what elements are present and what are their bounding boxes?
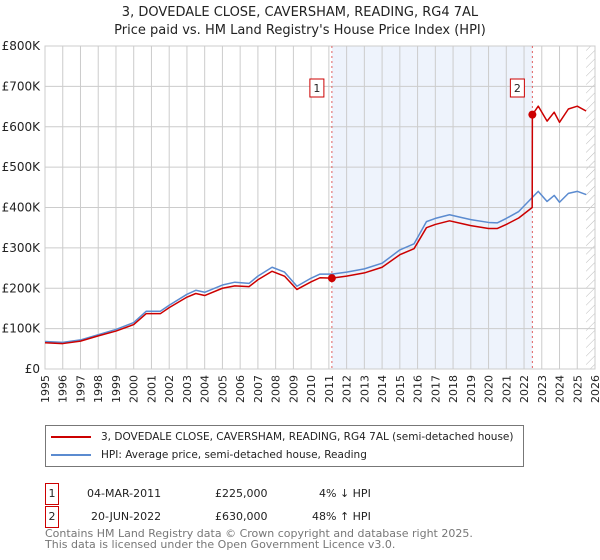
x-tick-label: 2016 (412, 375, 425, 403)
x-tick-label: 1996 (57, 375, 70, 403)
property-price-line (44, 105, 587, 345)
x-tick-label: 2019 (465, 375, 478, 403)
y-tick-label: £600K (2, 120, 42, 134)
footer: Contains HM Land Registry data © Crown c… (45, 528, 473, 550)
legend: 3, DOVEDALE CLOSE, CAVERSHAM, READING, R… (45, 425, 524, 467)
y-tick-label: £100K (2, 322, 42, 336)
x-tick-label: 2002 (163, 375, 176, 403)
x-tick-label: 1998 (92, 375, 105, 403)
sale-label-box (509, 78, 525, 98)
sale-date: 20-JUN-2022 (91, 510, 162, 523)
footer-licence: This data is licensed under the Open Gov… (45, 538, 396, 551)
x-tick-label: 2011 (323, 375, 336, 403)
x-tick-label: 1995 (39, 375, 52, 403)
x-tick-label: 2026 (589, 375, 600, 403)
y-tick-label: £500K (2, 160, 42, 174)
x-tick-label: 2024 (554, 375, 567, 403)
x-tick-label: 1999 (110, 375, 123, 403)
plot-area: 1995 1996 1997 1998 1999 2000 2001 2002 2003 2004… (2, 39, 600, 403)
x-tick-label: 2005 (216, 375, 229, 403)
sale-badge: 1 (45, 483, 59, 505)
x-tick-label: 2020 (483, 375, 496, 403)
x-tick-label: 2023 (536, 375, 549, 403)
x-tick-label: 2015 (394, 375, 407, 403)
x-tick-label: 2003 (181, 375, 194, 403)
x-tick-label: 2006 (234, 375, 247, 403)
x-tick-label: 2000 (128, 375, 141, 403)
sale-point (327, 274, 336, 283)
x-tick-label: 2004 (199, 375, 212, 403)
legend-swatch-hpi (51, 454, 91, 456)
y-tick-label: £400K (2, 201, 42, 215)
x-tick-label: 2009 (287, 375, 300, 403)
legend-label-hpi: HPI: Average price, semi-detached house,… (101, 449, 367, 461)
sale-point (528, 110, 537, 119)
chart-title: 3, DOVEDALE CLOSE, CAVERSHAM, READING, R… (121, 5, 479, 20)
x-tick-label: 2013 (358, 375, 371, 403)
y-tick-label: £200K (2, 281, 42, 295)
x-tick-label: 2017 (429, 375, 442, 403)
legend-label-property: 3, DOVEDALE CLOSE, CAVERSHAM, READING, R… (101, 431, 514, 443)
sale-label-box (309, 78, 325, 98)
sale-row: 1 04-MAR-2011 £225,000 4% ↓ HPI (45, 483, 600, 505)
y-tick-label: £300K (2, 241, 42, 255)
x-tick-label: 2008 (270, 375, 283, 403)
x-tick-label: 2014 (376, 375, 389, 403)
sale-delta: 48% ↑ HPI (312, 510, 371, 523)
sale-price: £630,000 (215, 510, 268, 523)
hpi-line (44, 190, 587, 344)
x-tick-label: 2012 (341, 375, 354, 403)
sale-price: £225,000 (215, 487, 268, 500)
x-tick-label: 1997 (74, 375, 87, 403)
plot-border (44, 45, 596, 370)
sale-badge: 2 (45, 506, 59, 528)
y-tick-label: £700K (2, 79, 42, 93)
x-tick-label: 2022 (518, 375, 531, 403)
x-tick-label: 2025 (571, 375, 584, 403)
y-tick-label: £0 (25, 362, 40, 376)
sale-date: 04-MAR-2011 (87, 487, 162, 500)
x-tick-label: 2010 (305, 375, 318, 403)
legend-swatch-property (51, 436, 91, 438)
chart-subtitle: Price paid vs. HM Land Registry's House … (114, 23, 486, 38)
sale-label: 1 (313, 82, 320, 95)
sale-delta: 4% ↓ HPI (319, 487, 371, 500)
sale-row: 2 20-JUN-2022 £630,000 48% ↑ HPI (45, 506, 600, 528)
x-tick-label: 2018 (447, 375, 460, 403)
x-tick-label: 2001 (145, 375, 158, 403)
sale-label: 2 (514, 82, 521, 95)
x-tick-label: 2007 (252, 375, 265, 403)
x-tick-label: 2021 (500, 375, 513, 403)
y-tick-label: £800K (2, 39, 42, 53)
footer-copyright: Contains HM Land Registry data © Crown c… (45, 527, 473, 540)
